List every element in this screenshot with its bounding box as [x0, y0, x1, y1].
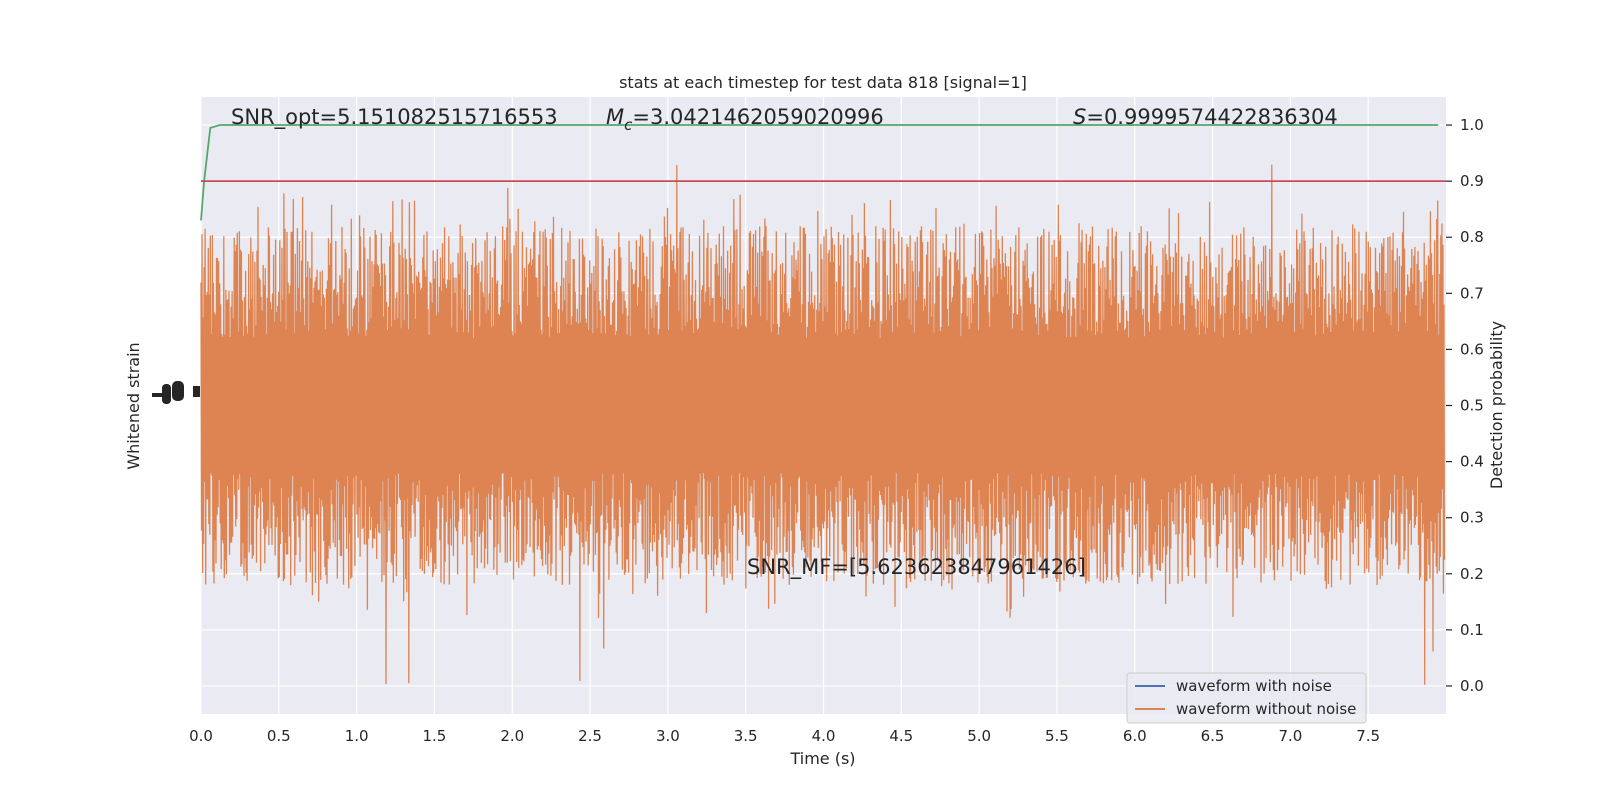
- x-axis-label: Time (s): [789, 749, 855, 768]
- y-right-axis: 0.0 0.1 0.2 0.3 0.4 0.5 0.6 0.7 0.8 0.9 1.0: [1446, 116, 1484, 695]
- s-score-annotation: S=0.9999574422836304: [1073, 105, 1338, 129]
- y-tick-label: 0.5: [1460, 397, 1484, 415]
- x-axis: 0.0 0.5 1.0 1.5 2.0 2.5 3.0 3.5 4.0 4.5 5.0 5.5 6.0 6…: [189, 727, 1380, 745]
- legend-box: [1126, 672, 1367, 724]
- left-axis-label: Whitened strain: [124, 342, 143, 469]
- y-tick-label: 0.8: [1460, 228, 1484, 246]
- y-tick-label: 0.0: [1460, 677, 1484, 695]
- y-tick-label: 0.9: [1460, 172, 1484, 190]
- x-tick-label: 0.0: [189, 727, 213, 745]
- chart-title: stats at each timestep for test data 818…: [619, 73, 1027, 92]
- legend-label-without-noise: waveform without noise: [1176, 700, 1356, 718]
- x-tick-label: 5.0: [967, 727, 991, 745]
- x-tick-label: 7.5: [1356, 727, 1380, 745]
- x-tick-label: 1.0: [345, 727, 369, 745]
- x-tick-label: 5.5: [1045, 727, 1069, 745]
- x-tick-label: 3.5: [734, 727, 758, 745]
- x-tick-label: 6.5: [1201, 727, 1225, 745]
- y-tick-label: 0.4: [1460, 453, 1484, 471]
- x-tick-label: 0.5: [267, 727, 291, 745]
- x-tick-label: 2.0: [500, 727, 524, 745]
- left-axis-tick-cluster: [152, 381, 200, 404]
- waveform-without-noise-line: [200, 164, 1446, 685]
- x-tick-label: 7.0: [1278, 727, 1302, 745]
- legend-label-with-noise: waveform with noise: [1176, 677, 1332, 695]
- y-tick-label: 1.0: [1460, 116, 1484, 134]
- chirp-mass-annotation: Mc=3.0421462059020996: [606, 105, 884, 134]
- x-tick-label: 4.0: [812, 727, 836, 745]
- waveform-without-noise-series: [200, 164, 1446, 685]
- detection-probability-series: [200, 124, 1446, 221]
- snr-opt-annotation: SNR_opt=5.151082515716553: [231, 105, 558, 130]
- y-tick-label: 0.3: [1460, 509, 1484, 527]
- x-tick-label: 2.5: [578, 727, 602, 745]
- x-tick-label: 3.0: [656, 727, 680, 745]
- y-tick-label: 0.7: [1460, 284, 1484, 302]
- detection-probability-line: [200, 124, 1439, 221]
- right-axis-label: Detection probability: [1487, 321, 1506, 489]
- y-tick-label: 0.1: [1460, 621, 1484, 639]
- snr-mf-annotation: SNR_MF=[5.623623847961426]: [747, 555, 1086, 580]
- y-tick-label: 0.2: [1460, 565, 1484, 583]
- x-tick-label: 1.5: [423, 727, 447, 745]
- y-tick-label: 0.6: [1460, 340, 1484, 358]
- legend: waveform with noise waveform without noi…: [1126, 672, 1367, 724]
- x-tick-label: 4.5: [889, 727, 913, 745]
- x-tick-label: 6.0: [1123, 727, 1147, 745]
